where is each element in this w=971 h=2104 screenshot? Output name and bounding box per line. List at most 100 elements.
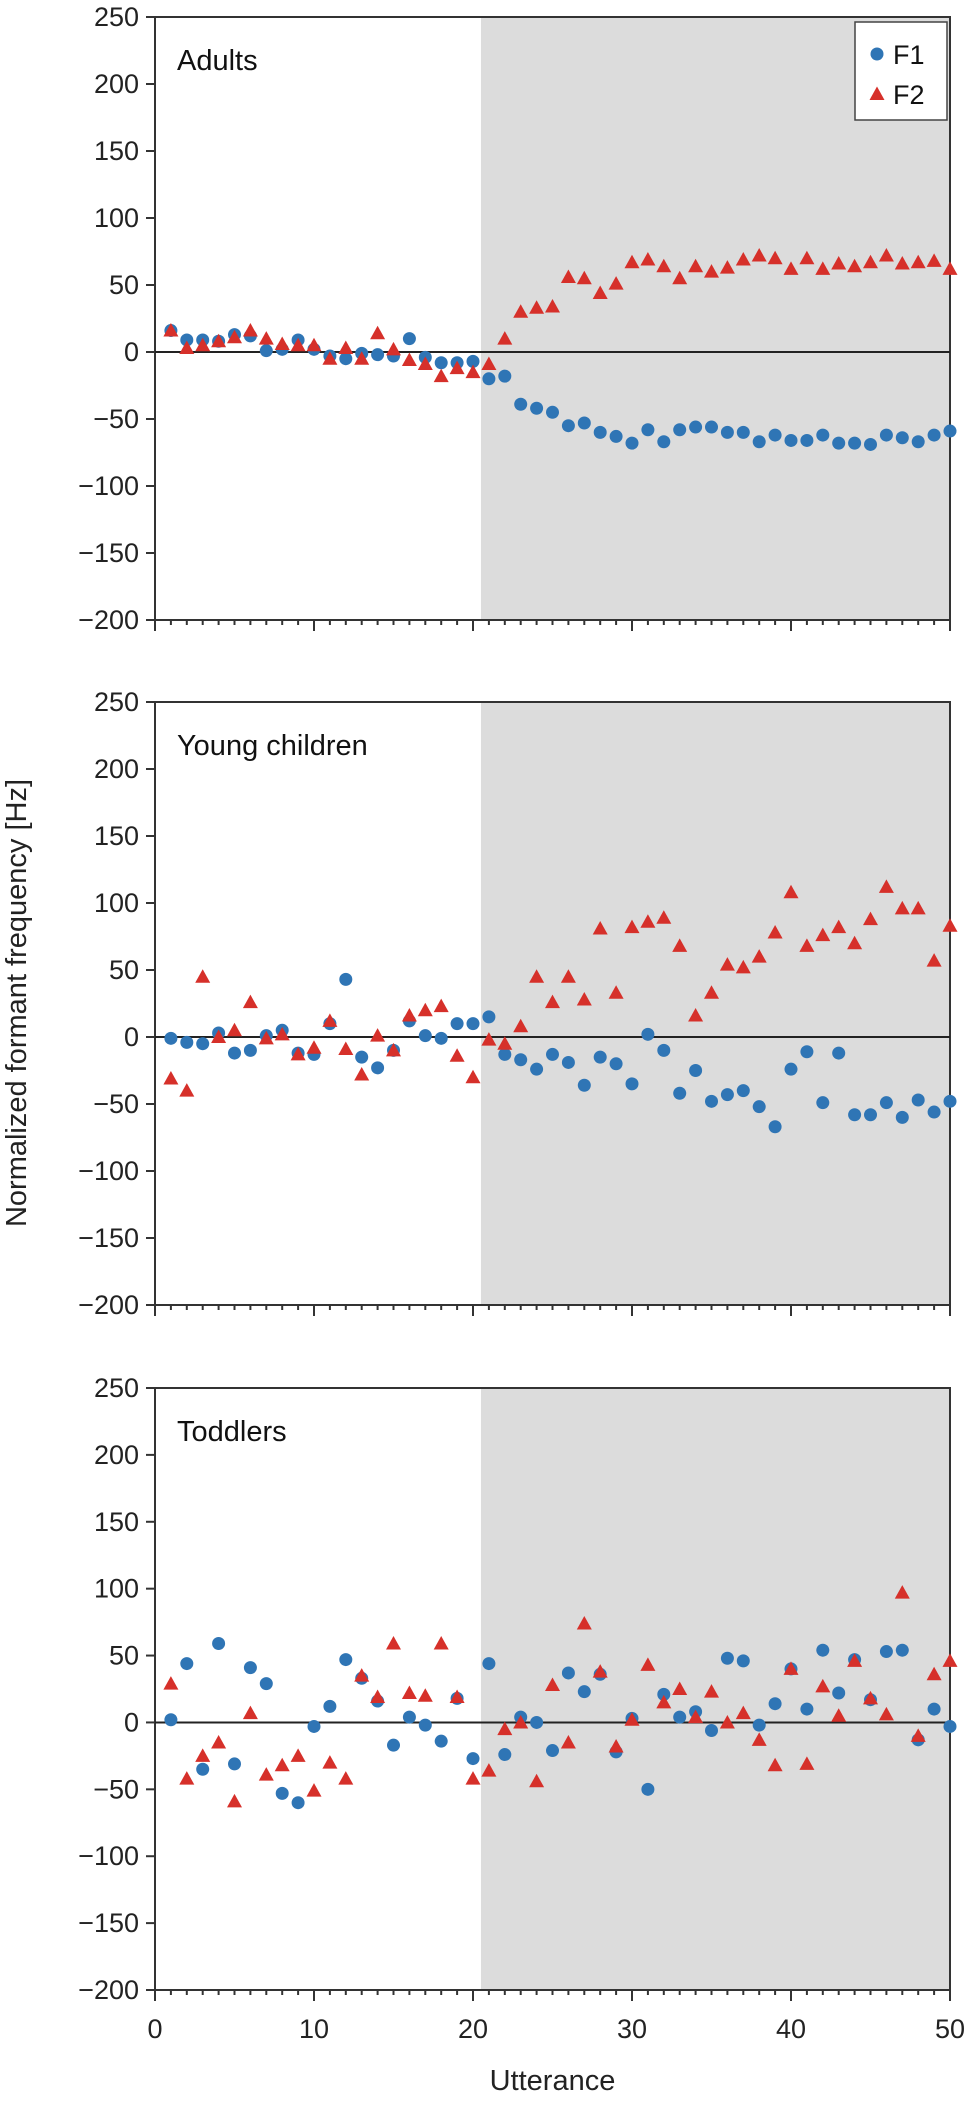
legend-f2-marker — [869, 86, 885, 100]
f2-point — [783, 884, 799, 899]
f2-point — [306, 1783, 322, 1797]
f1-point — [466, 1017, 480, 1031]
f1-point — [657, 1043, 671, 1057]
f2-point — [258, 331, 274, 345]
f1-point — [911, 1093, 925, 1107]
x-tick-label: 20 — [458, 2014, 488, 2044]
y-axis-title: Normalized formant frequency [Hz] — [1, 779, 33, 1227]
x-tick-label: 30 — [617, 2014, 647, 2044]
f2-point — [497, 1036, 513, 1050]
f1-point — [736, 1654, 750, 1668]
f2-point — [863, 1690, 878, 1705]
f2-point — [576, 270, 592, 285]
y-tick-label: −200 — [78, 1975, 139, 2005]
f2-point — [195, 969, 211, 983]
f2-point — [481, 1763, 497, 1777]
f2-point — [497, 331, 513, 345]
f1-point — [561, 1055, 575, 1069]
y-tick-label: 50 — [109, 955, 139, 985]
f2-point — [751, 1732, 767, 1746]
f1-point — [180, 1657, 194, 1671]
f2-point — [513, 1018, 529, 1033]
f1-point — [164, 1713, 178, 1727]
f2-point — [211, 1029, 227, 1043]
f1-point — [705, 420, 718, 434]
f2-point — [608, 985, 624, 999]
f2-point — [910, 900, 926, 915]
f1-point — [641, 423, 655, 437]
f2-point — [576, 991, 592, 1006]
f1-point — [466, 354, 480, 368]
f1-point — [816, 1096, 830, 1110]
y-tick-label: 150 — [94, 821, 139, 851]
f2-point — [576, 1615, 592, 1630]
f1-point — [720, 1088, 734, 1102]
f2-point — [274, 1757, 290, 1772]
f2-point — [815, 927, 831, 942]
f1-point — [625, 1077, 639, 1091]
f1-point — [895, 431, 909, 445]
f1-point — [498, 1748, 512, 1762]
f2-point — [672, 270, 688, 285]
f2-point — [227, 1793, 242, 1808]
f1-point — [657, 435, 671, 449]
f2-point — [545, 298, 560, 313]
f1-point — [212, 1637, 226, 1651]
y-tick-label: 100 — [94, 1574, 139, 1604]
f2-point — [735, 959, 751, 974]
f1-point — [609, 1057, 623, 1071]
f1-point — [879, 1096, 893, 1110]
f2-point — [401, 1008, 417, 1022]
f2-point — [545, 1677, 560, 1691]
f2-point — [894, 256, 910, 270]
f1-point — [339, 972, 353, 986]
y-tick-label: 200 — [94, 1440, 139, 1470]
f1-point — [879, 1645, 893, 1659]
f2-point — [354, 1067, 370, 1081]
f1-point — [196, 1762, 210, 1776]
f2-point — [481, 1032, 497, 1046]
f2-point — [179, 340, 195, 354]
f1-point — [561, 1666, 575, 1680]
f2-point — [211, 333, 227, 348]
f2-point — [433, 998, 449, 1013]
y-tick-label: 100 — [94, 203, 139, 233]
f2-point — [878, 1706, 894, 1721]
f2-point — [592, 285, 608, 300]
f2-point — [910, 1728, 926, 1742]
f2-point — [942, 1653, 958, 1667]
f2-point — [640, 914, 656, 928]
y-tick-label: −150 — [78, 1908, 139, 1938]
f2-point — [910, 254, 926, 269]
f1-point — [911, 435, 925, 449]
f2-point — [242, 323, 258, 337]
f1-point — [546, 1047, 559, 1061]
f1-point — [848, 1108, 862, 1122]
f1-point — [387, 1738, 400, 1752]
f2-point — [338, 1041, 354, 1056]
f1-point — [514, 1053, 528, 1067]
f2-point — [163, 323, 179, 337]
f2-point — [719, 957, 735, 971]
f2-point — [386, 341, 401, 356]
y-tick-label: −200 — [78, 605, 139, 635]
y-tick-label: 150 — [94, 136, 139, 166]
f2-point — [465, 364, 481, 379]
x-axis-title: Utterance — [490, 2065, 616, 2097]
f1-point — [530, 1715, 544, 1729]
legend-label-f2: F2 — [893, 80, 925, 110]
f2-point — [831, 919, 847, 934]
f2-point — [449, 1048, 465, 1062]
f2-point — [751, 949, 767, 963]
f1-point — [752, 435, 766, 449]
y-tick-label: 50 — [109, 1641, 139, 1671]
f2-point — [783, 261, 799, 275]
f2-point — [799, 1756, 815, 1770]
y-tick-label: 200 — [94, 754, 139, 784]
f1-point — [864, 437, 877, 451]
panel-3: −200 −150 −100 −50 0 50 100 150 200 250 0 10 20 30 40 5… — [78, 1373, 965, 2044]
f1-point — [625, 436, 639, 450]
f1-point — [498, 1047, 512, 1061]
f1-point — [243, 1043, 257, 1057]
y-tick-label: 200 — [94, 69, 139, 99]
